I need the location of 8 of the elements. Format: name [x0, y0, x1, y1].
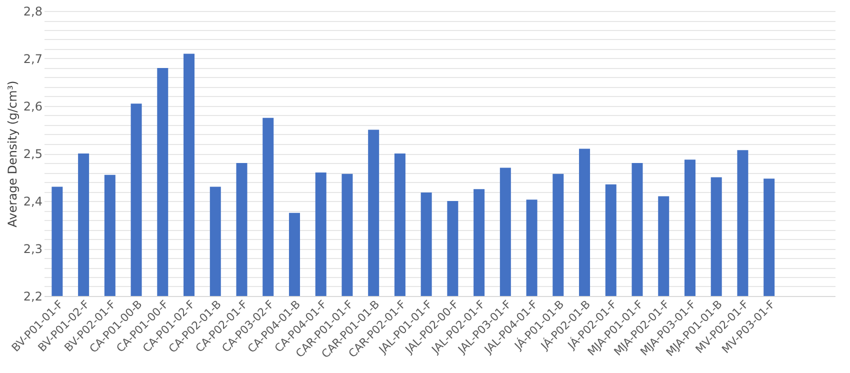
- y-tick-label: 2,3: [23, 242, 42, 256]
- y-tick-label: 2,2: [23, 290, 42, 304]
- y-axis-title: Average Density (g/cm³): [5, 80, 20, 228]
- y-tick-label: 2,4: [23, 194, 42, 208]
- y-tick-label: 2,6: [23, 100, 42, 114]
- y-tick-label: 2,7: [23, 52, 42, 66]
- y-tick-label: 2,8: [23, 4, 42, 18]
- y-tick-label: 2,5: [23, 147, 42, 161]
